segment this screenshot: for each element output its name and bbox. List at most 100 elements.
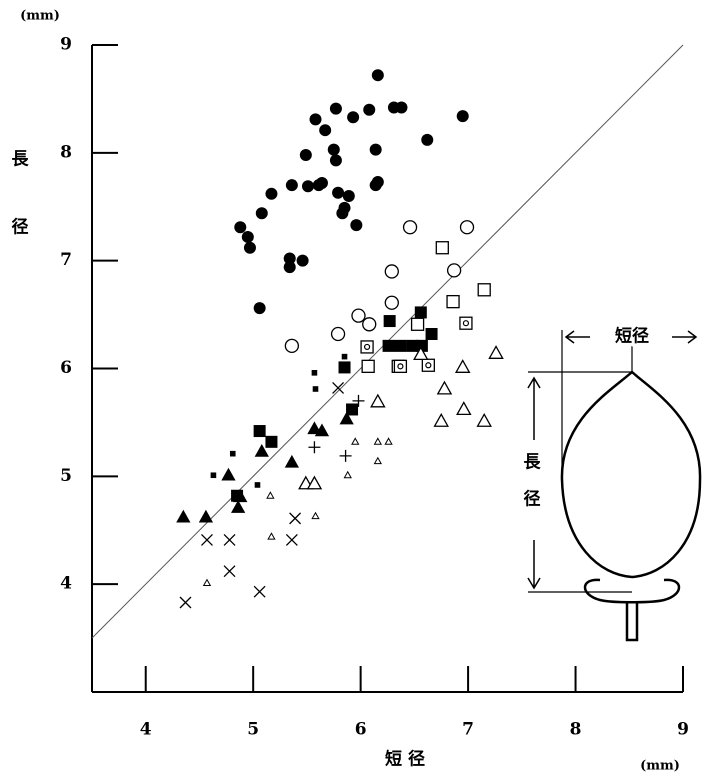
point [421, 358, 435, 372]
point [210, 472, 217, 479]
point [314, 423, 330, 437]
x-tick-label: 7 [462, 720, 474, 740]
point [243, 241, 256, 254]
point [393, 359, 408, 373]
point-frame [459, 316, 473, 330]
arrow [527, 376, 541, 440]
point [233, 489, 248, 503]
x-tick-label: 6 [355, 720, 367, 740]
point-frame [393, 359, 408, 373]
point [433, 413, 449, 427]
y-label: 長 [12, 150, 30, 170]
point [361, 359, 375, 373]
point-frame [360, 340, 374, 354]
point [476, 413, 492, 427]
point [332, 186, 345, 199]
point [223, 565, 236, 578]
point [387, 101, 400, 114]
point [198, 509, 214, 523]
point [266, 491, 275, 499]
point [330, 326, 346, 342]
point [336, 207, 349, 220]
point [363, 103, 376, 116]
point [414, 306, 427, 319]
point [234, 221, 247, 234]
y-tick-label: 7 [60, 250, 72, 270]
y-tick-label: 6 [60, 358, 72, 378]
point [339, 411, 354, 425]
point [341, 353, 348, 360]
point [319, 124, 332, 137]
point [351, 308, 366, 323]
point [425, 327, 438, 340]
point [371, 69, 384, 82]
arrow [672, 330, 698, 344]
point [221, 467, 236, 481]
point [254, 444, 269, 457]
point [371, 175, 384, 188]
point [289, 512, 302, 525]
point [201, 533, 213, 546]
point [362, 317, 377, 332]
point [446, 294, 460, 309]
point-dot [397, 363, 404, 370]
point [436, 380, 453, 395]
point [421, 133, 434, 146]
point [179, 596, 192, 609]
point [254, 482, 261, 488]
point [338, 361, 351, 374]
point [284, 454, 299, 468]
point [241, 230, 254, 243]
point [311, 511, 320, 520]
point [373, 437, 383, 445]
point [456, 110, 469, 123]
point [329, 102, 342, 115]
point [253, 585, 266, 598]
arrow [564, 330, 590, 344]
point [347, 111, 360, 124]
point [415, 339, 428, 352]
point [285, 179, 298, 192]
point [285, 533, 298, 546]
calyx [583, 578, 681, 604]
seed-diagram [527, 330, 702, 642]
point [370, 393, 386, 408]
x-tick-label: 4 [140, 720, 152, 740]
point [176, 509, 191, 523]
x-unit: (mm) [640, 759, 680, 774]
point [454, 359, 471, 373]
point [202, 578, 212, 587]
point [223, 533, 236, 546]
point [339, 449, 352, 462]
point [312, 386, 319, 392]
y-tick-label: 5 [60, 466, 72, 486]
point [384, 264, 399, 279]
point [446, 263, 462, 278]
point [332, 381, 345, 394]
x-tick-label: 5 [247, 720, 259, 740]
point [308, 441, 321, 454]
stalk [625, 602, 639, 642]
arrow [527, 540, 541, 590]
point [231, 500, 246, 513]
point [477, 283, 491, 297]
point [413, 346, 429, 361]
point [299, 148, 312, 161]
point [267, 532, 276, 540]
point [265, 187, 278, 200]
point [406, 339, 419, 352]
point [255, 207, 268, 220]
point [350, 219, 363, 232]
x-label: 短 径 [385, 749, 425, 770]
point [327, 143, 340, 156]
point [373, 456, 383, 465]
point [351, 437, 360, 445]
point [253, 425, 266, 438]
inset-length-label: 径 [524, 489, 541, 510]
point-dot [462, 320, 470, 327]
point [311, 370, 318, 376]
x-tick-label: 8 [570, 720, 582, 740]
point [435, 241, 449, 255]
point-dot [425, 362, 432, 369]
